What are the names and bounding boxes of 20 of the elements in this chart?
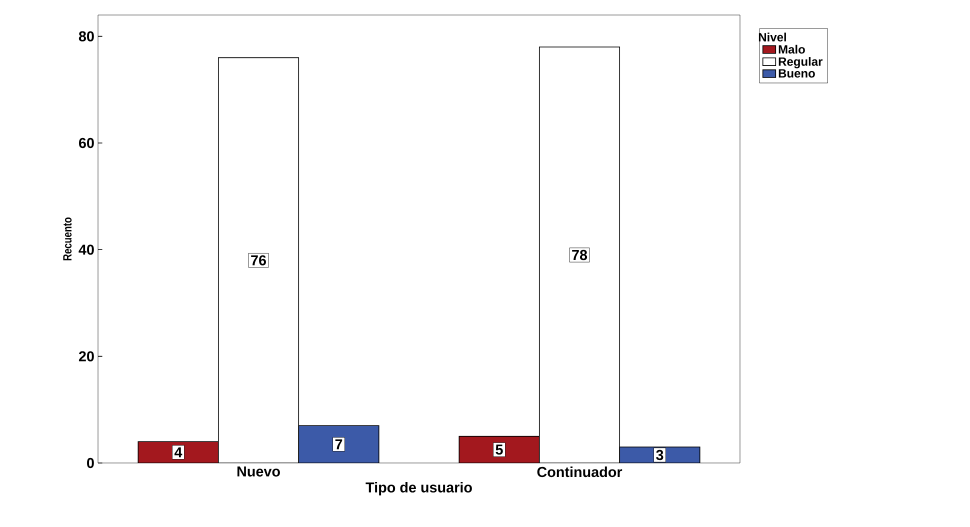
x-axis-title: Tipo de usuario bbox=[366, 482, 472, 496]
data-label: 4 bbox=[174, 447, 182, 458]
x-tick-label: Continuador bbox=[537, 466, 622, 478]
y-tick-label: 20 bbox=[78, 351, 94, 362]
y-tick-label: 0 bbox=[87, 458, 94, 468]
data-label: 3 bbox=[656, 450, 664, 460]
bar bbox=[298, 425, 380, 463]
legend-label: Bueno bbox=[778, 69, 815, 78]
data-label: 78 bbox=[572, 250, 588, 260]
legend-title: Nivel bbox=[758, 32, 786, 42]
y-tick-label: 60 bbox=[78, 138, 94, 148]
y-tick-label: 80 bbox=[78, 31, 94, 42]
y-tick-label: 40 bbox=[78, 244, 94, 255]
data-label: 7 bbox=[335, 439, 342, 450]
x-tick-label: Nuevo bbox=[237, 466, 280, 477]
data-label: 76 bbox=[251, 255, 266, 266]
legend-label: Regular bbox=[778, 57, 823, 68]
data-label: 5 bbox=[496, 444, 503, 455]
legend-label: Malo bbox=[778, 44, 805, 54]
y-axis-title: Recuento bbox=[63, 218, 72, 260]
